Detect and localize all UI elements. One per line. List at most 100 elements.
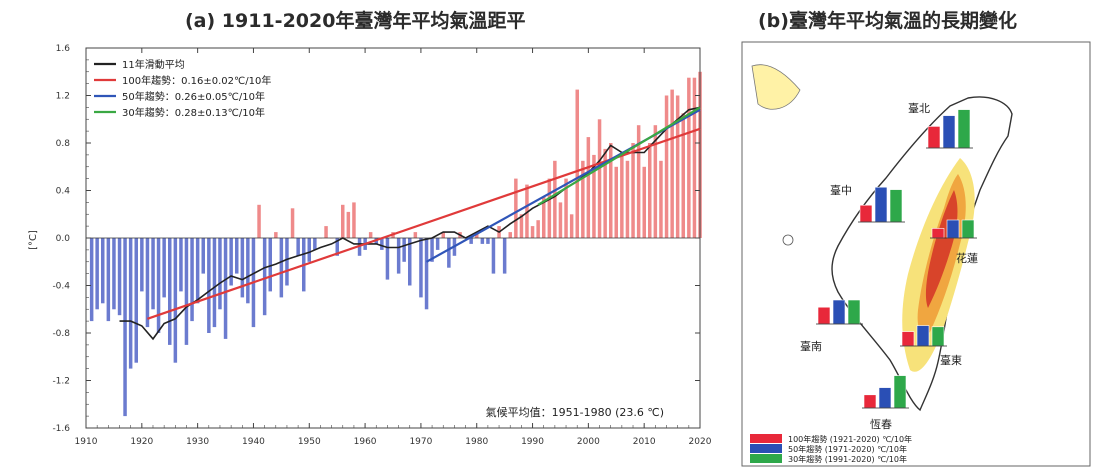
anomaly-bar [335,238,339,256]
anomaly-bar [670,89,674,238]
station-bar [946,219,960,239]
anomaly-bar [95,238,99,310]
legend-label: 30年趨勢：0.28±0.13℃/10年 [122,106,265,119]
anomaly-bar [101,238,105,304]
station-label: 臺南 [800,339,822,353]
station-bar [942,115,956,149]
anomaly-bar [402,238,406,262]
anomaly-bar [558,202,563,238]
anomaly-bar [491,238,496,274]
anomaly-bar [145,238,150,328]
station-label: 臺東 [940,353,962,367]
anomaly-bar [352,202,356,238]
anomaly-bar [648,143,652,238]
anomaly-bar [514,178,518,238]
anomaly-bar [201,238,205,274]
station-bar [893,375,907,409]
anomaly-bar [240,238,245,298]
anomaly-bar [168,238,172,345]
anomaly-bar [307,238,311,262]
y-tick-label: 0.0 [56,234,71,244]
anomaly-bar [614,166,618,239]
anomaly-bar [569,214,574,239]
x-tick-label: 1960 [354,437,377,447]
anomaly-bar [430,238,434,262]
anomaly-bar [575,89,579,238]
plot-area: -1.6 -1.2 -0.8 -0.4 0.0 0.4 0.8 1.2 1.6 1910 1920 1… [28,44,712,447]
anomaly-bar [564,178,568,238]
anomaly-bar [89,238,94,322]
anomaly-bar [151,238,155,310]
station-bar [889,189,903,223]
chart-b-title: (b)臺灣年平均氣溫的長期變化 [758,10,1017,32]
station-bar [916,325,930,347]
anomaly-bar [128,238,133,369]
anomaly-bar [447,238,451,268]
station-bar-group [900,325,947,347]
anomaly-bar [502,238,507,274]
anomaly-bar [173,238,178,363]
anomaly-bar [385,238,390,280]
x-tick-label: 1950 [298,437,321,447]
anomaly-bar [581,160,585,238]
station-bar-group [816,299,863,325]
anomaly-bar [156,238,161,333]
station-bar [931,228,945,239]
x-tick-label: 1910 [75,437,98,447]
map-legend-label: 50年趨勢 (1971-2020) ℃/10年 [788,444,907,454]
anomaly-bar [257,204,261,239]
station-bar-group [862,375,909,409]
anomaly-bar [279,238,284,298]
anomaly-bar [659,160,663,238]
x-tick-label: 2010 [633,437,656,447]
y-tick-label: -1.6 [52,424,70,434]
map-legend-swatch [750,454,782,463]
anomaly-bar [212,238,217,328]
anomaly-bar [681,113,685,238]
legend: 11年滑動平均 100年趨勢：0.16±0.02℃/10年 50年趨勢：0.26±0… [94,58,271,119]
station-bar [832,299,846,325]
series-line [119,106,701,341]
station-bar-group [926,109,973,149]
anomaly-bar [274,232,278,238]
anomaly-bar [636,125,641,238]
anomaly-bar [441,232,445,238]
station-bar [878,387,892,409]
anomaly-bar [341,204,345,239]
station-label: 臺北 [908,101,930,115]
anomaly-bar [519,214,524,239]
y-tick-label: -0.4 [52,282,70,292]
x-tick-label: 2020 [689,437,712,447]
anomaly-bar [419,238,423,298]
station-bar [927,126,941,149]
station-label: 恆春 [870,417,892,431]
anomaly-bar [268,238,272,292]
map-legend-label: 30年趨勢 (1991-2020) ℃/10年 [788,454,907,464]
anomaly-bar [664,95,669,238]
anomaly-bar [229,238,233,286]
relief-high [925,190,958,308]
anomaly-bar [235,238,239,274]
station-bar [859,204,873,223]
x-tick-label: 2000 [577,437,600,447]
y-tick-label: -0.8 [52,329,70,339]
anomaly-bar [675,95,680,238]
y-tick-label: 1.2 [56,92,70,102]
x-tick-label: 1940 [242,437,265,447]
y-tick-label: -1.2 [52,377,70,387]
china-coast-fragment [751,64,801,110]
temperature-anomaly-chart: -1.6 -1.2 -0.8 -0.4 0.0 0.4 0.8 1.2 1.6 1910 1920 1… [28,44,712,447]
anomaly-bar [687,77,691,238]
anomaly-bar [290,208,295,238]
x-tick-label: 1920 [130,437,153,447]
penghu-island [782,234,794,246]
anomaly-bar [117,238,122,316]
anomaly-bar [692,77,697,238]
anomaly-bar [469,238,473,244]
anomaly-bar [508,232,512,238]
anomaly-bar [134,238,138,363]
y-tick-label: 0.4 [56,187,71,197]
anomaly-bar [285,238,289,286]
station-bar-group [858,186,905,223]
